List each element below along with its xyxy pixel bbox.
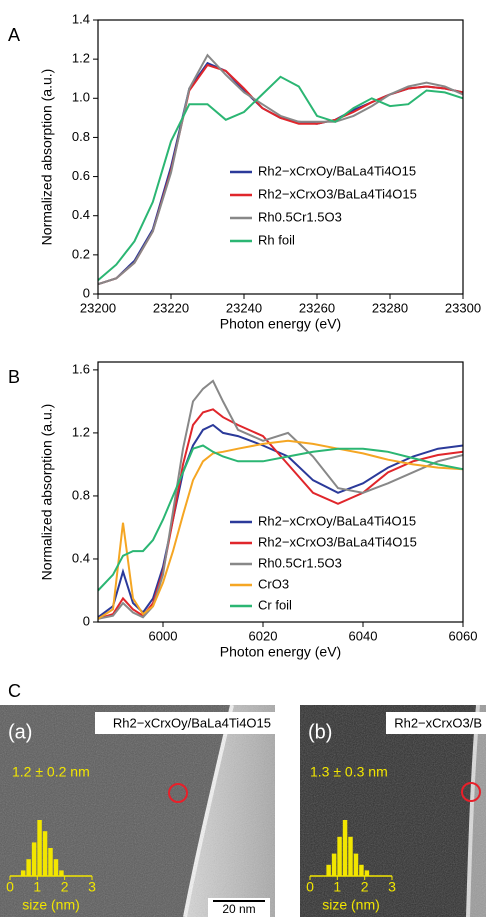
- panel-label: C: [8, 681, 21, 701]
- y-tick-label: 0.4: [72, 550, 90, 565]
- x-tick-label: 23260: [299, 300, 335, 315]
- plot-frame: [97, 19, 464, 295]
- sample-label: Rh2−xCrxO3/B: [394, 715, 482, 730]
- plot-frame: [97, 361, 464, 623]
- legend-label: CrO3: [258, 576, 289, 591]
- sample-label-box: [95, 712, 275, 734]
- y-tick-label: 0.6: [72, 168, 90, 183]
- x-tick-label: 3: [388, 879, 396, 895]
- y-tick-label: 0: [83, 613, 90, 628]
- series-line: [97, 53, 464, 286]
- y-tick-label: 1.0: [72, 90, 90, 105]
- histogram-bar: [348, 836, 353, 876]
- x-tick-label: 23280: [372, 300, 408, 315]
- series-line: [97, 439, 464, 620]
- histogram-bar: [364, 870, 370, 876]
- x-tick-label: 1: [333, 879, 341, 895]
- x-tick-label: 0: [6, 879, 14, 895]
- y-tick-label: 1.6: [72, 361, 90, 376]
- y-tick-label: 0.8: [72, 487, 90, 502]
- x-tick-label: 0: [306, 879, 314, 895]
- legend-label: Rh2−xCrxOy/BaLa4Ti4O15: [258, 163, 416, 178]
- histogram-bar: [37, 820, 42, 876]
- histogram-bar: [26, 859, 31, 876]
- legend-label: Rh0.5Cr1.5O3: [258, 209, 342, 224]
- panel-label: A: [8, 25, 20, 45]
- legend-label: Rh foil: [258, 232, 295, 247]
- y-tick-label: 0: [83, 285, 90, 300]
- x-tick-label: 3: [88, 879, 96, 895]
- image-label: (a): [8, 721, 32, 743]
- legend-label: Rh2−xCrxO3/BaLa4Ti4O15: [258, 186, 417, 201]
- y-tick-label: 0.8: [72, 129, 90, 144]
- legend-label: Rh2−xCrxO3/BaLa4Ti4O15: [258, 534, 417, 549]
- x-tick-label: 6040: [349, 628, 378, 643]
- x-tick-label: 23200: [80, 300, 116, 315]
- histogram-bar: [331, 853, 337, 876]
- histogram-bar: [342, 820, 348, 876]
- x-tick-label: 23220: [153, 300, 189, 315]
- x-tick-label: 6060: [449, 628, 478, 643]
- legend-label: Rh2−xCrxOy/BaLa4Ti4O15: [258, 513, 416, 528]
- y-axis-title: Normalized absorption (a.u.): [39, 69, 55, 246]
- histogram-bar: [48, 848, 53, 876]
- particle-marker: [168, 783, 188, 803]
- y-tick-label: 1.4: [72, 11, 90, 26]
- x-axis-title: Photon energy (eV): [220, 644, 341, 660]
- y-axis-title: Normalized absorption (a.u.): [39, 404, 55, 581]
- tem-image-a: [0, 705, 275, 917]
- scale-bar-box: [208, 898, 270, 917]
- histogram-bar: [59, 870, 64, 876]
- tem-image-b: [300, 705, 486, 917]
- x-axis-title: size (nm): [322, 897, 380, 913]
- x-axis-title: size (nm): [22, 897, 80, 913]
- histogram-bar: [359, 864, 364, 876]
- particle-marker: [461, 782, 481, 802]
- x-tick-label: 2: [61, 879, 69, 895]
- histogram-bar: [353, 853, 359, 876]
- image-label: (b): [308, 721, 332, 743]
- y-tick-label: 1.2: [72, 51, 90, 66]
- legend-label: Rh0.5Cr1.5O3: [258, 555, 342, 570]
- x-axis-title: Photon energy (eV): [220, 316, 341, 332]
- histogram-bar: [42, 831, 48, 876]
- y-tick-label: 0.4: [72, 207, 90, 222]
- x-tick-label: 6020: [249, 628, 278, 643]
- x-tick-label: 1: [33, 879, 41, 895]
- series-line: [97, 444, 464, 592]
- y-tick-label: 1.2: [72, 424, 90, 439]
- panel-label: B: [8, 367, 20, 387]
- y-tick-label: 0.2: [72, 246, 90, 261]
- scale-bar-label: 20 nm: [222, 902, 255, 916]
- x-tick-label: 23300: [445, 300, 481, 315]
- series-line: [97, 75, 464, 282]
- x-tick-label: 2: [361, 879, 369, 895]
- size-annotation: 1.2 ± 0.2 nm: [12, 764, 90, 780]
- series-line: [97, 379, 464, 620]
- histogram-bar: [326, 864, 331, 876]
- histogram-bar: [20, 870, 26, 876]
- x-tick-label: 6000: [149, 628, 178, 643]
- series-line: [97, 408, 464, 620]
- legend-label: Cr foil: [258, 597, 292, 612]
- x-tick-label: 23240: [226, 300, 262, 315]
- histogram-bar: [31, 842, 37, 876]
- size-annotation: 1.3 ± 0.3 nm: [310, 764, 388, 780]
- histogram-bar: [337, 836, 342, 876]
- sample-label-box: [386, 712, 486, 734]
- histogram-bar: [53, 859, 59, 876]
- sample-label: Rh2−xCrxOy/BaLa4Ti4O15: [113, 715, 271, 730]
